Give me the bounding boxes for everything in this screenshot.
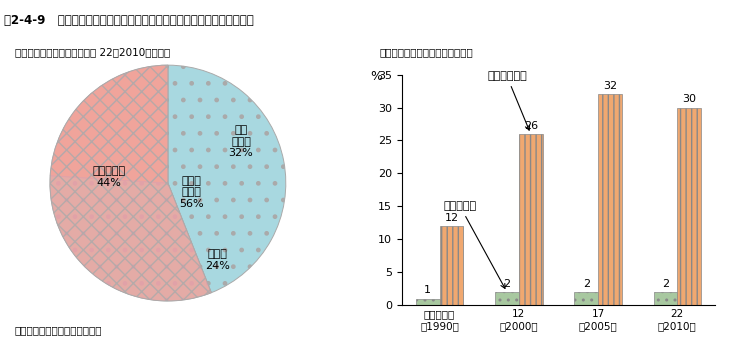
Text: 32: 32 xyxy=(603,81,617,91)
Text: 加工・
業務用
56%: 加工・ 業務用 56% xyxy=(179,176,204,209)
Wedge shape xyxy=(50,65,211,301)
Text: 家計消費用
44%: 家計消費用 44% xyxy=(93,166,126,188)
Wedge shape xyxy=(50,176,211,301)
Bar xyxy=(598,94,622,305)
Bar xyxy=(416,299,439,305)
Bar xyxy=(439,226,464,305)
Bar xyxy=(653,292,677,305)
Text: 2: 2 xyxy=(504,279,510,288)
Text: 資料：農林水産政策研究所調べ: 資料：農林水産政策研究所調べ xyxy=(15,326,102,336)
Text: （用途別需要の輸入割合の推移）: （用途別需要の輸入割合の推移） xyxy=(380,47,473,57)
Text: 2: 2 xyxy=(662,279,669,288)
Text: 加工・業務用: 加工・業務用 xyxy=(487,71,529,130)
Bar xyxy=(519,134,542,305)
Bar xyxy=(677,107,701,305)
Text: 26: 26 xyxy=(523,121,538,131)
Wedge shape xyxy=(50,65,168,183)
Text: 図2-4-9   主要野菜の用途別需要量の割合と用途別需要の輸入割合の推移: 図2-4-9 主要野菜の用途別需要量の割合と用途別需要の輸入割合の推移 xyxy=(4,14,253,27)
Text: 2: 2 xyxy=(583,279,590,288)
Text: 12: 12 xyxy=(445,213,458,223)
Text: 家計消費用: 家計消費用 xyxy=(444,201,505,288)
Wedge shape xyxy=(168,65,286,293)
Text: （用途別需要量の割合（平成 22（2010）年度）: （用途別需要量の割合（平成 22（2010）年度） xyxy=(15,47,170,57)
Text: 業務用
24%: 業務用 24% xyxy=(205,249,230,271)
Text: 30: 30 xyxy=(683,94,696,104)
Text: 1: 1 xyxy=(424,285,431,295)
Bar xyxy=(575,292,598,305)
Y-axis label: %: % xyxy=(370,70,383,83)
Bar xyxy=(495,292,519,305)
Text: 加工
原料用
32%: 加工 原料用 32% xyxy=(228,125,253,158)
